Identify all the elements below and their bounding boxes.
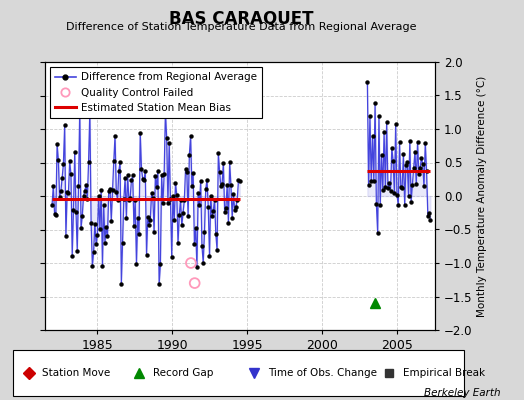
FancyBboxPatch shape — [13, 350, 464, 396]
Text: BAS CARAQUET: BAS CARAQUET — [169, 10, 313, 28]
Difference from Regional Average — [156, 282, 162, 287]
Difference from Regional Average — [112, 133, 118, 138]
Difference from Regional Average — [148, 191, 155, 196]
Text: Station Move: Station Move — [42, 368, 111, 378]
Legend: Difference from Regional Average, Quality Control Failed, Estimated Station Mean: Difference from Regional Average, Qualit… — [50, 67, 262, 118]
Text: Berkeley Earth: Berkeley Earth — [424, 388, 500, 398]
Text: Difference of Station Temperature Data from Regional Average: Difference of Station Temperature Data f… — [66, 22, 416, 32]
Difference from Regional Average — [49, 203, 55, 208]
Difference from Regional Average — [157, 262, 163, 267]
Line: Difference from Regional Average: Difference from Regional Average — [50, 106, 242, 286]
Quality Control Failed — [187, 260, 195, 266]
Difference from Regional Average — [77, 106, 83, 110]
Text: Empirical Break: Empirical Break — [403, 368, 485, 378]
Quality Control Failed — [191, 280, 199, 286]
Difference from Regional Average — [125, 173, 131, 178]
Difference from Regional Average — [236, 179, 243, 184]
Difference from Regional Average — [206, 254, 213, 259]
Text: Record Gap: Record Gap — [153, 368, 213, 378]
Difference from Regional Average — [181, 198, 188, 203]
Text: Time of Obs. Change: Time of Obs. Change — [268, 368, 377, 378]
Y-axis label: Monthly Temperature Anomaly Difference (°C): Monthly Temperature Anomaly Difference (… — [477, 75, 487, 317]
